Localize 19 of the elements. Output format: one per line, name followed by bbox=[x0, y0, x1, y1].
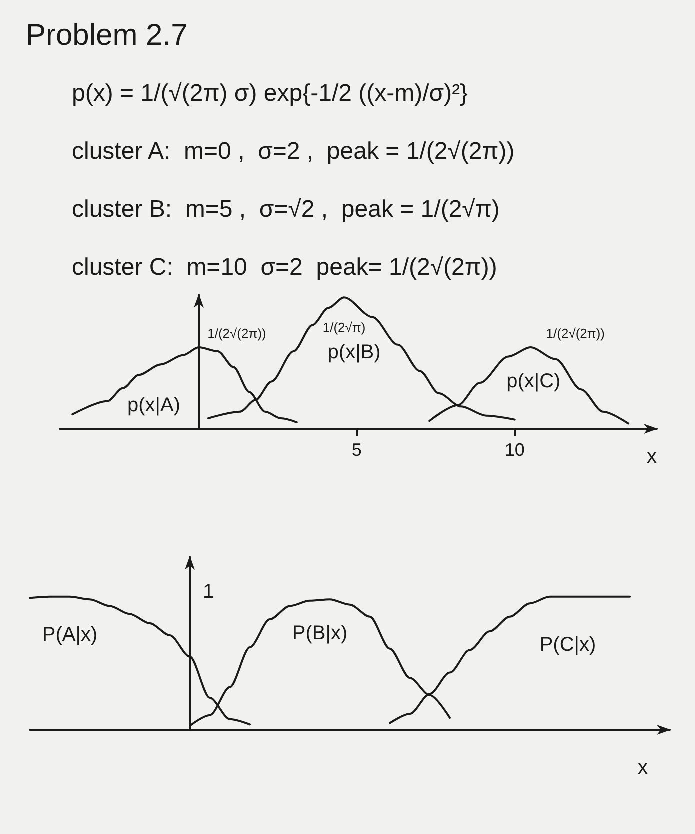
series-label: P(A|x) bbox=[42, 624, 98, 646]
text: cluster C: m=10 σ=2 peak= 1/(2√(2π)) bbox=[72, 254, 498, 283]
x-axis-title: x bbox=[638, 757, 648, 779]
annotation: 1 bbox=[203, 580, 214, 604]
x-tick-label: 5 bbox=[352, 440, 362, 460]
annotation: 1/(2√π) bbox=[322, 320, 366, 336]
annotation: 1/(2√(2π)) bbox=[546, 326, 606, 342]
x-tick-label: 10 bbox=[504, 440, 525, 460]
series-label: P(C|x) bbox=[540, 634, 596, 656]
text: cluster A: m=0 , σ=2 , peak = 1/(2√(2π)) bbox=[72, 138, 515, 167]
annotation: 1/(2√(2π)) bbox=[208, 326, 266, 342]
chart-title: Problem 2.7 bbox=[26, 18, 188, 54]
series-label: p(x|B) bbox=[328, 342, 381, 364]
text: p(x) = 1/(√(2π) σ) exp{-1/2 ((x-m)/σ)²} bbox=[72, 80, 468, 109]
text: cluster B: m=5 , σ=√2 , peak = 1/(2√π) bbox=[72, 196, 500, 225]
series-label: p(x|C) bbox=[506, 370, 561, 393]
series-label: p(x|A) bbox=[127, 394, 180, 417]
x-axis-title: x bbox=[647, 446, 657, 468]
series-label: P(B|x) bbox=[292, 622, 348, 645]
